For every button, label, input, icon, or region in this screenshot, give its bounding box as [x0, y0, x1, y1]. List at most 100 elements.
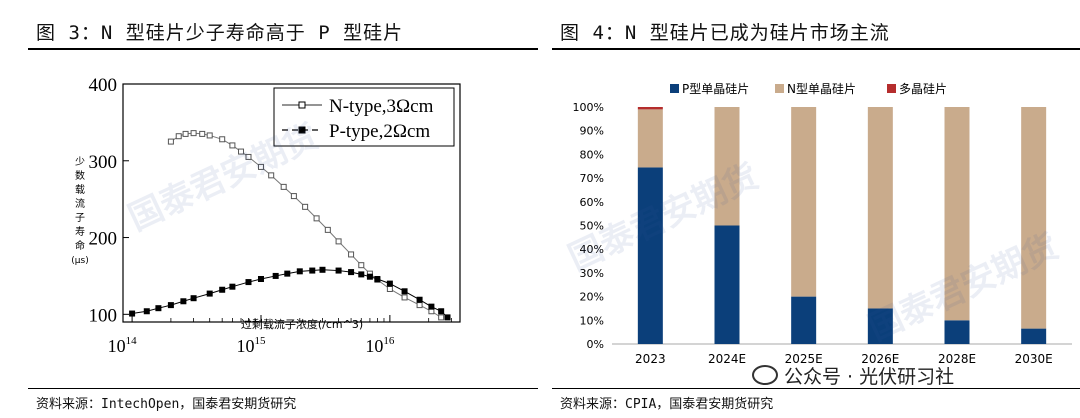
data-point — [444, 314, 451, 321]
data-point — [129, 310, 136, 317]
bar-segment — [944, 107, 970, 321]
y-tick-label: 20% — [580, 291, 604, 304]
data-point — [358, 271, 365, 278]
bar-segment — [867, 308, 893, 344]
wechat-icon — [752, 365, 778, 385]
lifetime-chart: 100 200 300 400 1014 1015 1016 少数载流子寿命(μs) 过剩载流子… — [71, 75, 461, 356]
data-point — [229, 142, 236, 149]
y-tick-label: 0% — [587, 338, 604, 351]
left-panel: 图 3：N 型硅片少子寿命高于 P 型硅片 100 200 300 400 1014 10… — [28, 22, 538, 412]
data-point — [272, 272, 279, 279]
data-point — [206, 132, 213, 139]
data-point — [401, 288, 408, 295]
data-point — [206, 290, 213, 297]
data-point — [348, 251, 355, 258]
x-tick-label: 2023 — [635, 352, 666, 366]
data-point — [319, 266, 326, 273]
bar-segment — [944, 320, 970, 344]
data-point — [268, 172, 275, 179]
bar-segment — [791, 107, 817, 297]
data-point — [416, 296, 423, 303]
data-point — [219, 286, 226, 293]
y-tick-label: 50% — [580, 220, 604, 233]
y-tick-label: 10% — [580, 314, 604, 327]
bar-segment — [791, 296, 817, 344]
data-point — [386, 285, 393, 292]
y-tick-label: 60% — [580, 196, 604, 209]
data-point — [284, 270, 291, 277]
data-point — [438, 314, 445, 321]
series-line-1 — [132, 269, 448, 318]
x-tick-label: 2025E — [785, 352, 823, 366]
y-tick-label: 30% — [580, 267, 604, 280]
data-point — [219, 136, 226, 143]
y-tick-label: 100% — [573, 101, 604, 114]
legend-swatch — [887, 84, 896, 93]
legend-marker — [298, 126, 306, 134]
data-point — [175, 133, 182, 140]
data-point — [428, 303, 435, 310]
data-point — [302, 203, 309, 210]
right-panel: 图 4：N 型硅片已成为硅片市场主流 0% 10% 20% 30% 40% 50% 60% 7… — [552, 0, 1080, 418]
data-point — [155, 305, 162, 312]
data-point — [313, 215, 320, 222]
right-source-note: 资料来源：CPIA，国泰君安期货研究 — [560, 397, 774, 412]
y-tick-label: 200 — [89, 229, 118, 250]
data-point — [257, 276, 264, 283]
bar-segment — [714, 107, 740, 226]
bar-segment — [637, 107, 663, 110]
data-point — [182, 130, 189, 137]
data-point — [309, 267, 316, 274]
left-figure-title: 图 3：N 型硅片少子寿命高于 P 型硅片 — [36, 22, 404, 44]
data-point — [366, 273, 373, 280]
data-point — [199, 130, 206, 137]
data-point — [245, 153, 252, 160]
bar-segment — [714, 225, 740, 344]
share-chart: 0% 10% 20% 30% 40% 50% 60% 70% 80% 90% 100% 2023 202… — [573, 82, 1072, 366]
y-tick-label: 80% — [580, 148, 604, 161]
wechat-account-name: 公众号 · 光伏研习社 — [784, 366, 955, 388]
data-point — [280, 183, 287, 190]
data-point — [229, 283, 236, 290]
wechat-account-badge: 公众号 · 光伏研习社 — [752, 362, 954, 389]
x-tick-label: 2024E — [708, 352, 746, 366]
left-bottom-rule — [28, 388, 538, 389]
bar-segment — [1021, 328, 1047, 344]
legend-label: P型单晶硅片 — [682, 82, 749, 96]
data-point — [190, 295, 197, 302]
x-tick-label: 1014 — [108, 335, 138, 356]
legend-swatch — [670, 84, 679, 93]
data-point — [180, 298, 187, 305]
data-point — [167, 138, 174, 145]
data-point — [374, 276, 381, 283]
data-point — [335, 267, 342, 274]
left-source-note: 资料来源：IntechOpen，国泰君安期货研究 — [36, 397, 297, 412]
legend-label: P-type,2Ωcm — [329, 121, 430, 142]
x-axis-label: 过剩载流子浓度(/cm^3) — [241, 317, 363, 331]
plot-frame — [122, 83, 461, 323]
x-tick-label: 1015 — [236, 335, 266, 356]
x-tick-label: 2030E — [1015, 352, 1053, 366]
data-point — [238, 148, 245, 155]
data-point — [257, 163, 264, 170]
data-point — [290, 193, 297, 200]
y-tick-label: 300 — [89, 152, 118, 173]
right-figure-title: 图 4：N 型硅片已成为硅片市场主流 — [560, 22, 890, 44]
data-point — [167, 302, 174, 309]
bar-segment — [637, 167, 663, 344]
data-point — [143, 308, 150, 315]
data-point — [190, 130, 197, 137]
x-tick-label: 2028E — [938, 352, 976, 366]
data-point — [324, 226, 331, 233]
data-point — [335, 238, 342, 245]
x-tick-label: 2026E — [861, 352, 899, 366]
data-point — [416, 302, 423, 309]
bar-segment — [637, 109, 663, 168]
data-point — [358, 262, 365, 269]
legend-label: N型单晶硅片 — [787, 82, 856, 96]
data-point — [401, 294, 408, 301]
legend-marker — [298, 101, 306, 109]
right-top-rule — [552, 48, 1080, 50]
data-point — [245, 279, 252, 286]
y-tick-label: 40% — [580, 243, 604, 256]
